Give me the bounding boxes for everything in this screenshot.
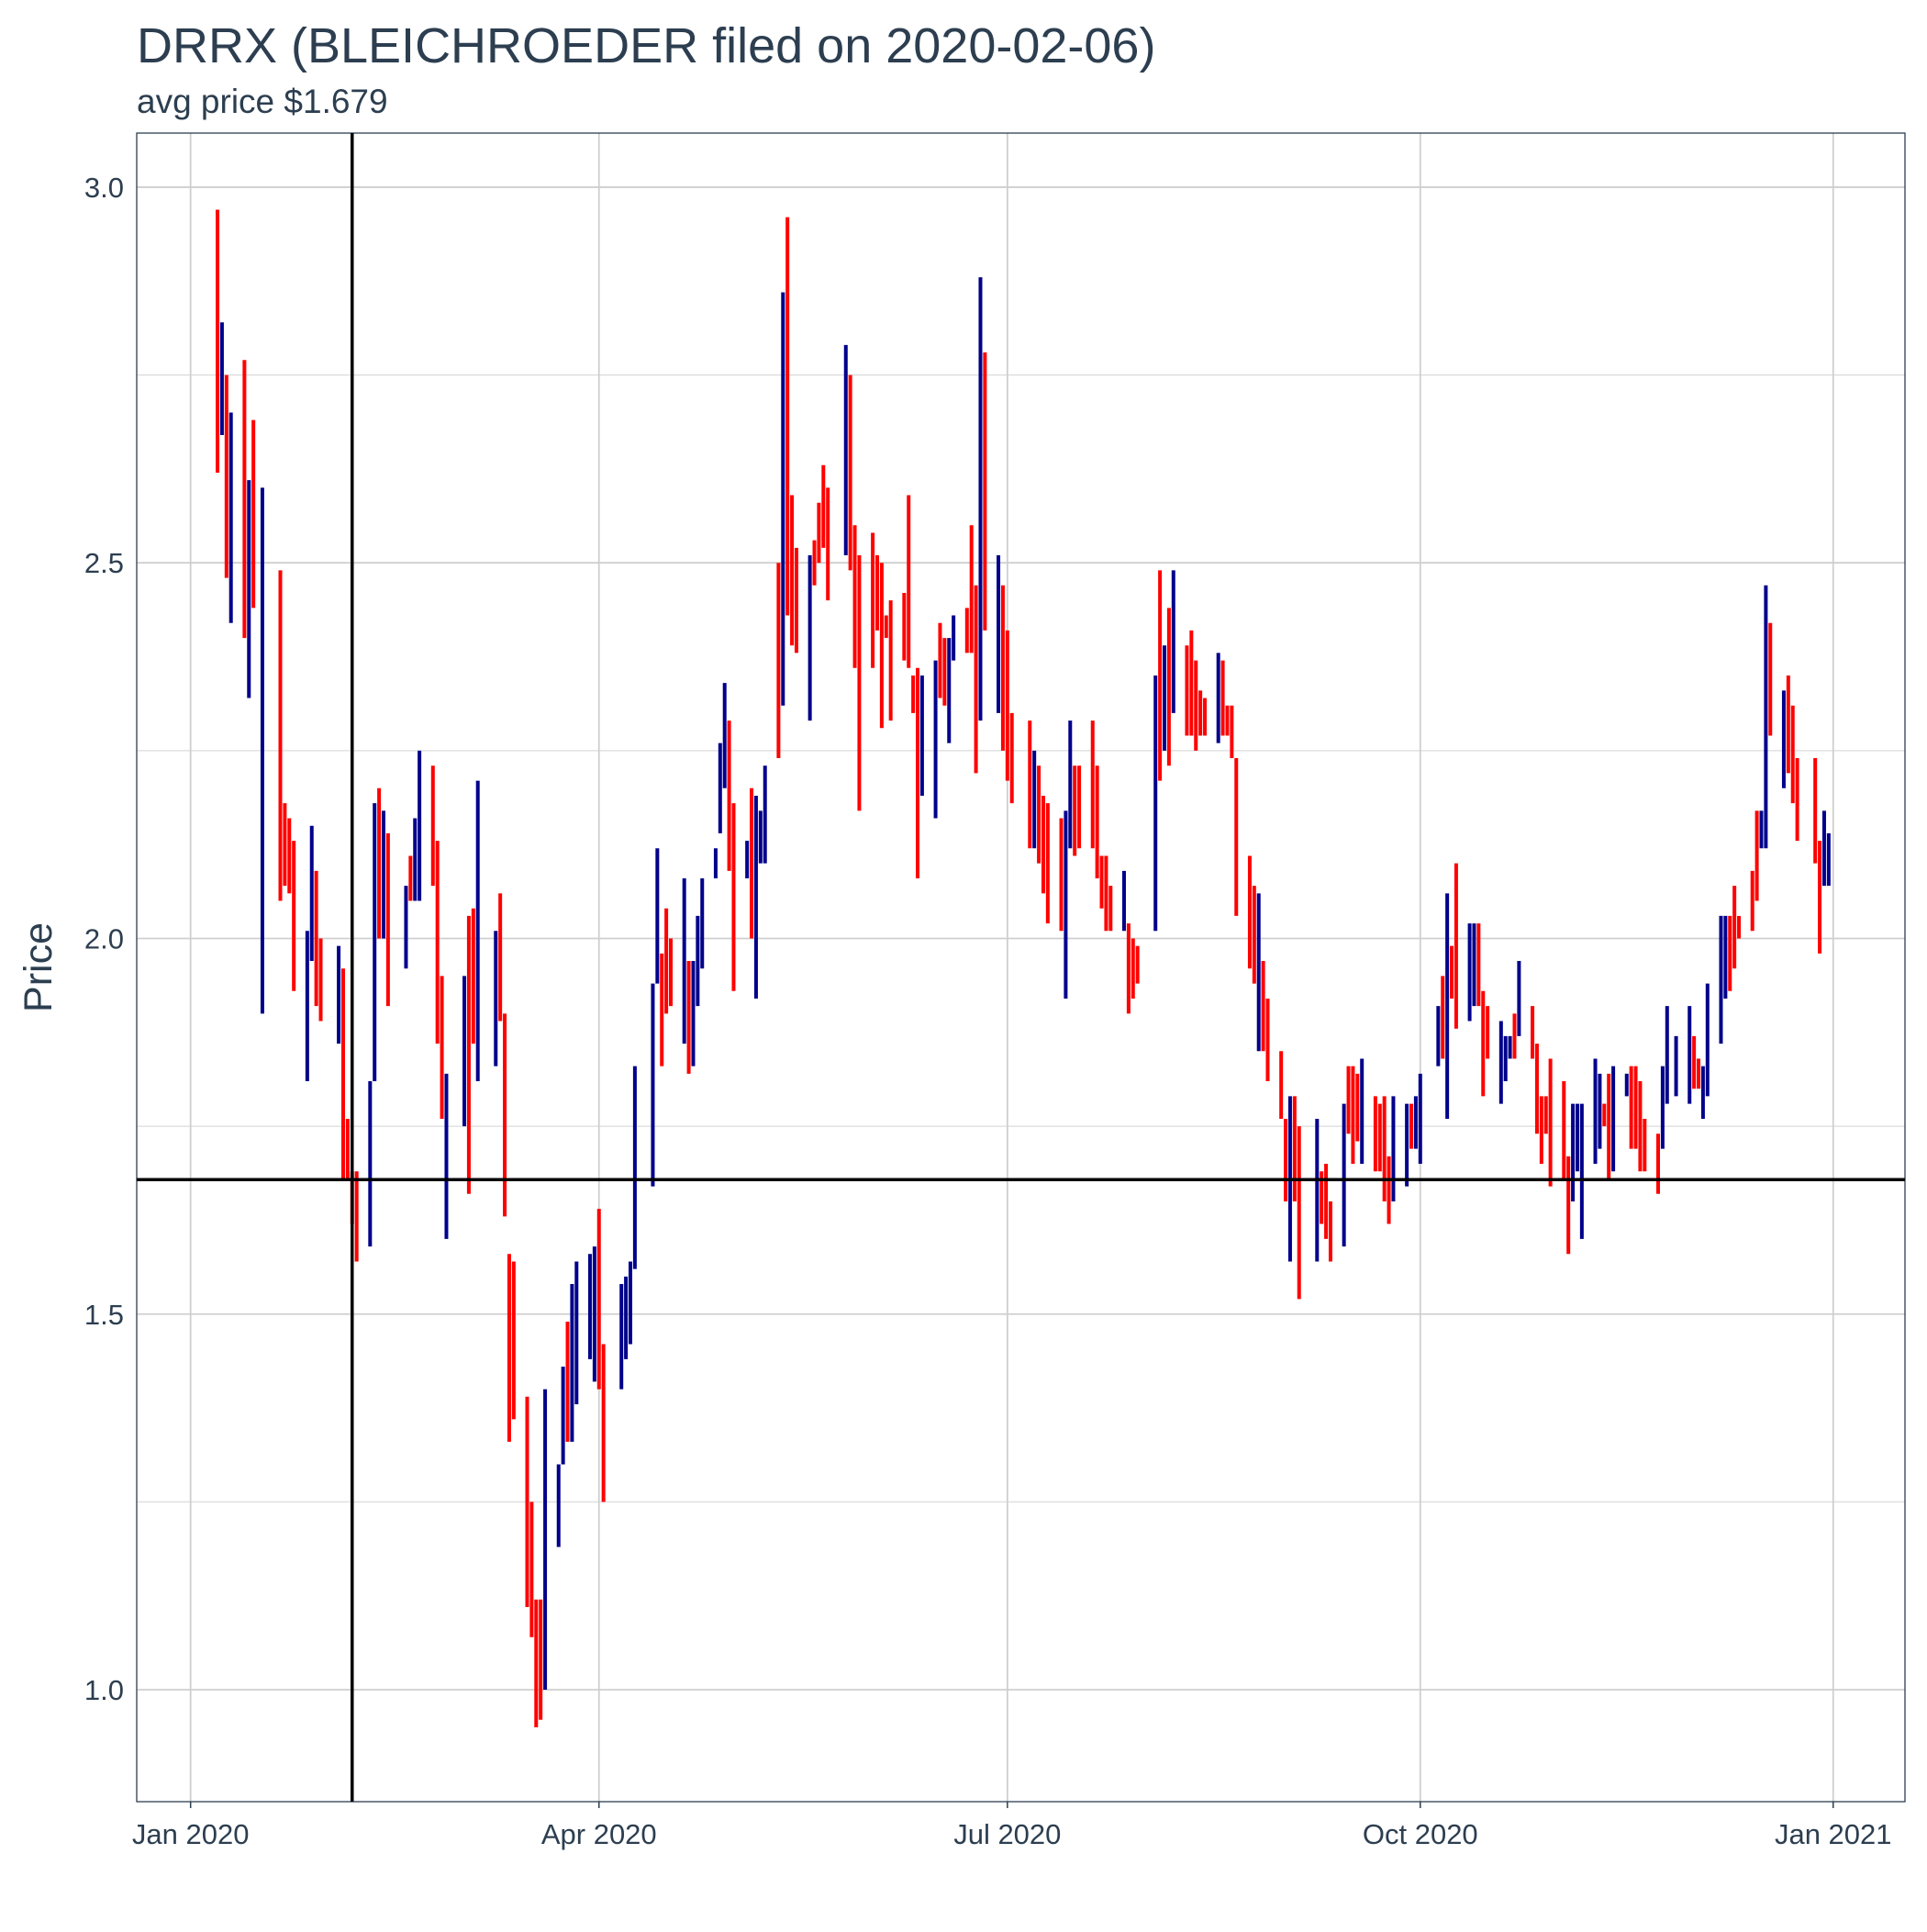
chart-subtitle: avg price $1.679 [137,83,388,120]
y-tick-label: 1.0 [84,1674,124,1706]
x-tick-label: Jan 2020 [132,1818,250,1850]
chart-title: DRRX (BLEICHROEDER filed on 2020-02-06) [137,18,1155,73]
x-tick-label: Jul 2020 [953,1818,1061,1850]
y-tick-label: 1.5 [84,1299,124,1331]
y-tick-label: 2.5 [84,547,124,579]
y-axis-label: Price [17,922,61,1012]
x-tick-label: Apr 2020 [541,1818,657,1850]
y-tick-label: 3.0 [84,172,124,204]
x-tick-label: Oct 2020 [1363,1818,1478,1850]
y-tick-label: 2.0 [84,922,124,955]
x-tick-label: Jan 2021 [1775,1818,1892,1850]
plot-border [136,132,1906,1803]
